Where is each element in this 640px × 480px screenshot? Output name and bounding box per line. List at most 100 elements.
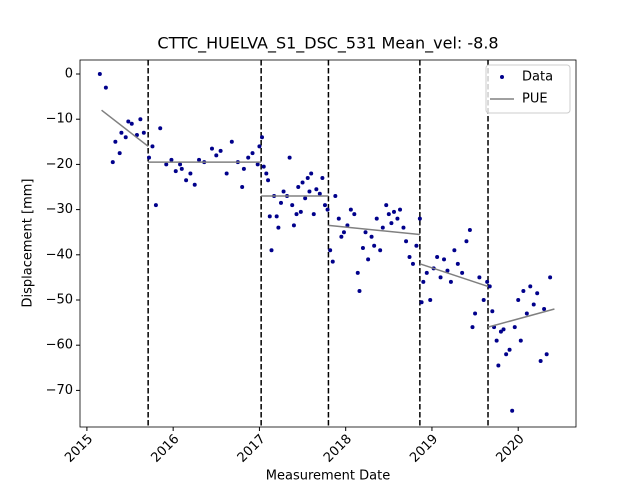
data-point [303, 196, 308, 201]
y-tick-label: −10 [46, 112, 73, 127]
y-tick-label: −20 [46, 157, 73, 172]
data-point [369, 234, 374, 239]
data-point [178, 162, 183, 167]
data-point [445, 268, 450, 273]
data-point [477, 275, 482, 280]
data-point [117, 151, 122, 156]
plot-frame [79, 59, 577, 428]
x-axis-label: Measurement Date [266, 469, 390, 480]
data-point [352, 212, 357, 217]
data-point [325, 207, 330, 212]
data-point [328, 248, 333, 253]
data-point [294, 212, 299, 217]
data-point [261, 164, 266, 169]
data-point [378, 248, 383, 253]
data-point [298, 209, 303, 214]
data-point [138, 117, 143, 122]
data-point [267, 214, 272, 219]
data-point [147, 155, 152, 160]
data-point [309, 171, 314, 176]
data-point [330, 259, 335, 264]
data-point [278, 200, 283, 205]
pue-line [101, 109, 555, 328]
data-point [417, 216, 422, 221]
data-point [300, 180, 305, 185]
y-tick-label: −70 [46, 383, 73, 398]
data-point [535, 291, 540, 296]
data-point [531, 302, 536, 307]
data-point [345, 223, 350, 228]
data-point [372, 243, 377, 248]
data-point [498, 329, 503, 334]
data-point [366, 257, 371, 262]
data-point [307, 189, 312, 194]
data-point [214, 153, 219, 158]
data-point [518, 338, 523, 343]
data-point [229, 139, 234, 144]
data-point [363, 230, 368, 235]
data-point [339, 234, 344, 239]
data-point [333, 194, 338, 199]
data-point [512, 325, 517, 330]
legend-marker [500, 75, 504, 79]
x-tick-label: 2020 [494, 432, 528, 466]
chart-title: CTTC_HUELVA_S1_DSC_531 Mean_vel: -8.8 [157, 34, 498, 54]
data-point [391, 209, 396, 214]
data-point [314, 187, 319, 192]
data-point [401, 225, 406, 230]
data-point [386, 212, 391, 217]
data-point [464, 239, 469, 244]
data-point [264, 171, 269, 176]
data-point [374, 216, 379, 221]
x-tick-label: 2016 [148, 432, 182, 466]
data-point [538, 359, 543, 364]
data-point [544, 352, 549, 357]
data-point [153, 203, 158, 208]
data-point [113, 139, 118, 144]
data-point [455, 261, 460, 266]
data-point [501, 327, 506, 332]
y-tick-label: −50 [46, 292, 73, 307]
data-point [123, 135, 128, 140]
legend-label: PUE [522, 92, 548, 107]
y-axis-label: Displacement [mm] [21, 179, 36, 308]
data-point [421, 279, 426, 284]
y-tick-label: −40 [46, 247, 73, 262]
x-tick-label: 2018 [321, 432, 355, 466]
data-point [260, 135, 265, 140]
data-point [398, 207, 403, 212]
data-point [97, 72, 102, 77]
data-point [103, 85, 108, 90]
data-point [287, 155, 292, 160]
data-point [407, 255, 412, 260]
data-point [357, 288, 362, 293]
data-point [255, 162, 260, 167]
data-point [494, 338, 499, 343]
data-point [542, 307, 547, 312]
data-point [384, 203, 389, 208]
data-point [410, 261, 415, 266]
data-point [490, 309, 495, 314]
data-point [524, 311, 529, 316]
data-point [192, 182, 197, 187]
x-tick-label: 2017 [235, 432, 269, 466]
data-point [355, 270, 360, 275]
data-point [510, 408, 515, 413]
y-tick-label: −30 [46, 202, 73, 217]
data-point [348, 207, 353, 212]
data-point [336, 216, 341, 221]
data-point [188, 171, 193, 176]
data-point [341, 230, 346, 235]
data-point [504, 352, 509, 357]
data-point [548, 275, 553, 280]
data-point [119, 130, 124, 135]
data-point [281, 189, 286, 194]
data-point [516, 297, 521, 302]
data-point [291, 223, 296, 228]
data-point [173, 169, 178, 174]
data-point [311, 212, 316, 217]
data-point [274, 214, 279, 219]
data-point [414, 243, 419, 248]
data-point [435, 255, 440, 260]
data-point [389, 221, 394, 226]
